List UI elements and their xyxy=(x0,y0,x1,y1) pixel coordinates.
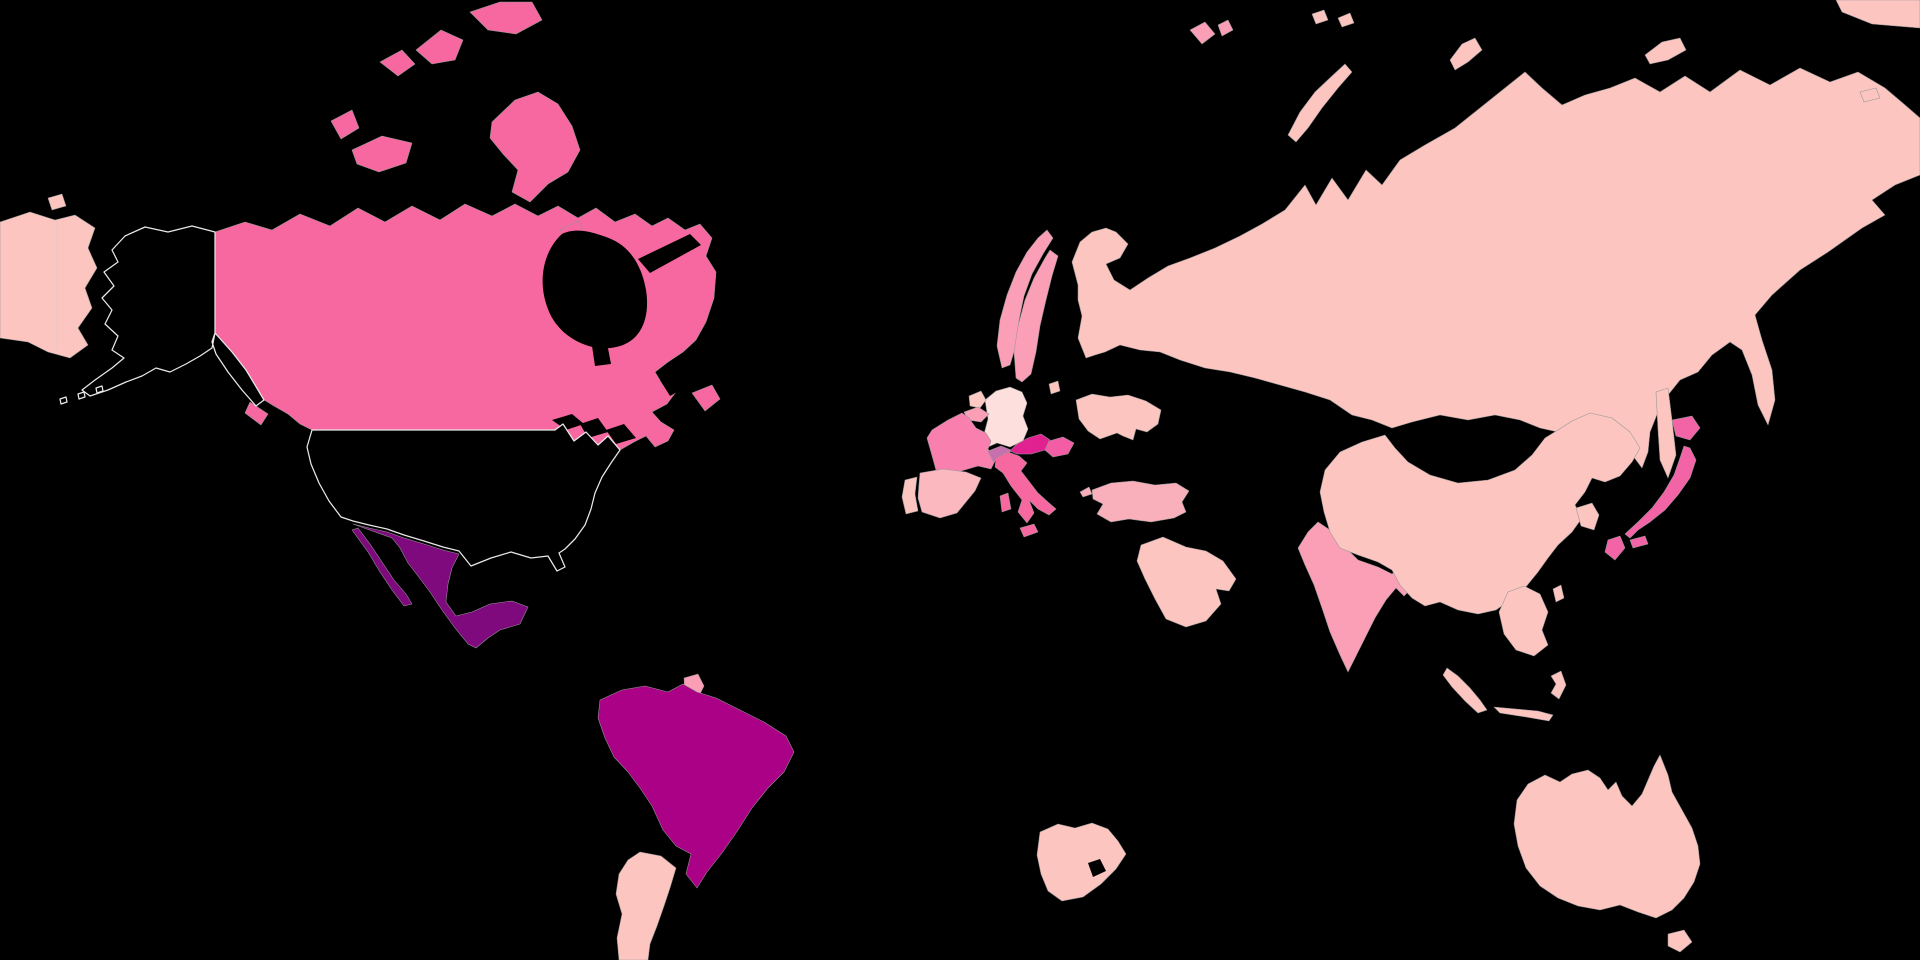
country-china[interactable]: China xyxy=(1319,412,1641,615)
country-brazil[interactable]: Brazil xyxy=(597,683,795,889)
country-south_africa[interactable]: South Africa xyxy=(1036,822,1127,902)
country-spain[interactable]: Spain xyxy=(917,468,982,519)
country-ukraine[interactable]: Ukraine xyxy=(1075,393,1162,441)
country-russia[interactable]: Russia xyxy=(1835,0,1920,29)
country-russia[interactable]: Russia xyxy=(1311,9,1329,25)
country-russia[interactable]: Russia xyxy=(0,211,98,359)
country-italy[interactable]: Italy xyxy=(994,451,1057,524)
country-saudi_arabia[interactable]: Saudi Arabia xyxy=(1136,536,1237,628)
lake-erie-ontario xyxy=(606,424,636,444)
country-australia[interactable]: Australia xyxy=(1513,754,1701,919)
country-norway[interactable]: Norway xyxy=(1189,21,1216,45)
country-portugal[interactable]: Portugal xyxy=(901,476,919,515)
country-usa[interactable]: United States xyxy=(306,423,621,572)
country-denmark[interactable]: Denmark xyxy=(1048,380,1061,395)
country-canada[interactable]: Canada xyxy=(244,401,269,426)
country-sweden[interactable]: Sweden xyxy=(1013,249,1059,383)
country-russia[interactable]: Russia xyxy=(1287,63,1353,143)
country-south_korea[interactable]: South Korea xyxy=(1575,502,1600,531)
country-russia[interactable]: Russia xyxy=(1644,37,1687,65)
country-turkey[interactable]: Turkey xyxy=(1079,486,1093,498)
country-mexico[interactable]: Mexico xyxy=(351,527,413,607)
country-usa[interactable]: United States xyxy=(95,385,104,394)
hudson-strait xyxy=(638,234,701,273)
lake-superior xyxy=(552,414,584,430)
country-usa[interactable]: United States xyxy=(81,225,265,407)
country-russia[interactable]: Russia xyxy=(1071,67,1920,469)
country-taiwan[interactable]: Taiwan xyxy=(1552,584,1565,603)
country-norway[interactable]: Norway xyxy=(1217,19,1234,37)
country-lesotho xyxy=(1088,859,1106,877)
country-australia[interactable]: Australia xyxy=(1667,929,1693,953)
country-netherlands[interactable]: Netherlands xyxy=(968,390,987,409)
country-germany[interactable]: Germany xyxy=(983,386,1029,448)
country-italy[interactable]: Italy xyxy=(1019,523,1039,538)
country-mexico[interactable]: Mexico xyxy=(352,523,529,649)
country-japan[interactable]: Japan xyxy=(1604,535,1626,561)
country-canada[interactable]: Canada xyxy=(379,49,416,77)
country-japan[interactable]: Japan xyxy=(1629,535,1649,549)
country-argentina[interactable]: Argentina xyxy=(615,851,677,960)
country-indonesia[interactable]: Indonesia xyxy=(1442,667,1488,714)
country-russia[interactable]: Russia xyxy=(47,193,67,211)
country-canada[interactable]: Canada xyxy=(330,109,360,140)
country-russia[interactable]: Russia xyxy=(1449,37,1483,71)
country-italy[interactable]: Italy xyxy=(999,492,1012,513)
country-indonesia[interactable]: Indonesia xyxy=(1498,585,1549,657)
country-canada[interactable]: Canada xyxy=(691,384,721,412)
country-japan[interactable]: Japan xyxy=(1671,415,1701,441)
country-russia[interactable]: Russia xyxy=(1859,87,1881,103)
country-japan[interactable]: Japan xyxy=(1624,445,1697,539)
country-russia[interactable]: Russia xyxy=(1655,387,1677,479)
country-indonesia[interactable]: Indonesia xyxy=(1493,706,1554,722)
country-usa[interactable]: United States xyxy=(59,396,68,405)
country-usa[interactable]: United States xyxy=(77,391,86,400)
james-bay xyxy=(592,343,611,366)
country-canada[interactable]: Canada xyxy=(351,135,413,173)
country-canada[interactable]: Canada xyxy=(415,29,464,65)
country-canada[interactable]: Canada xyxy=(489,91,581,203)
hudson-bay xyxy=(542,230,648,349)
gulf-of-st-lawrence xyxy=(660,366,698,396)
country-turkey[interactable]: Turkey xyxy=(1091,480,1190,523)
country-russia[interactable]: Russia xyxy=(1337,12,1355,28)
country-canada[interactable]: Canada xyxy=(469,1,543,35)
country-austria[interactable]: Austria xyxy=(1009,433,1051,455)
country-hungary[interactable]: Hungary xyxy=(1044,436,1075,458)
country-indonesia[interactable]: Indonesia xyxy=(1550,670,1567,700)
country-france[interactable]: France xyxy=(926,412,997,485)
